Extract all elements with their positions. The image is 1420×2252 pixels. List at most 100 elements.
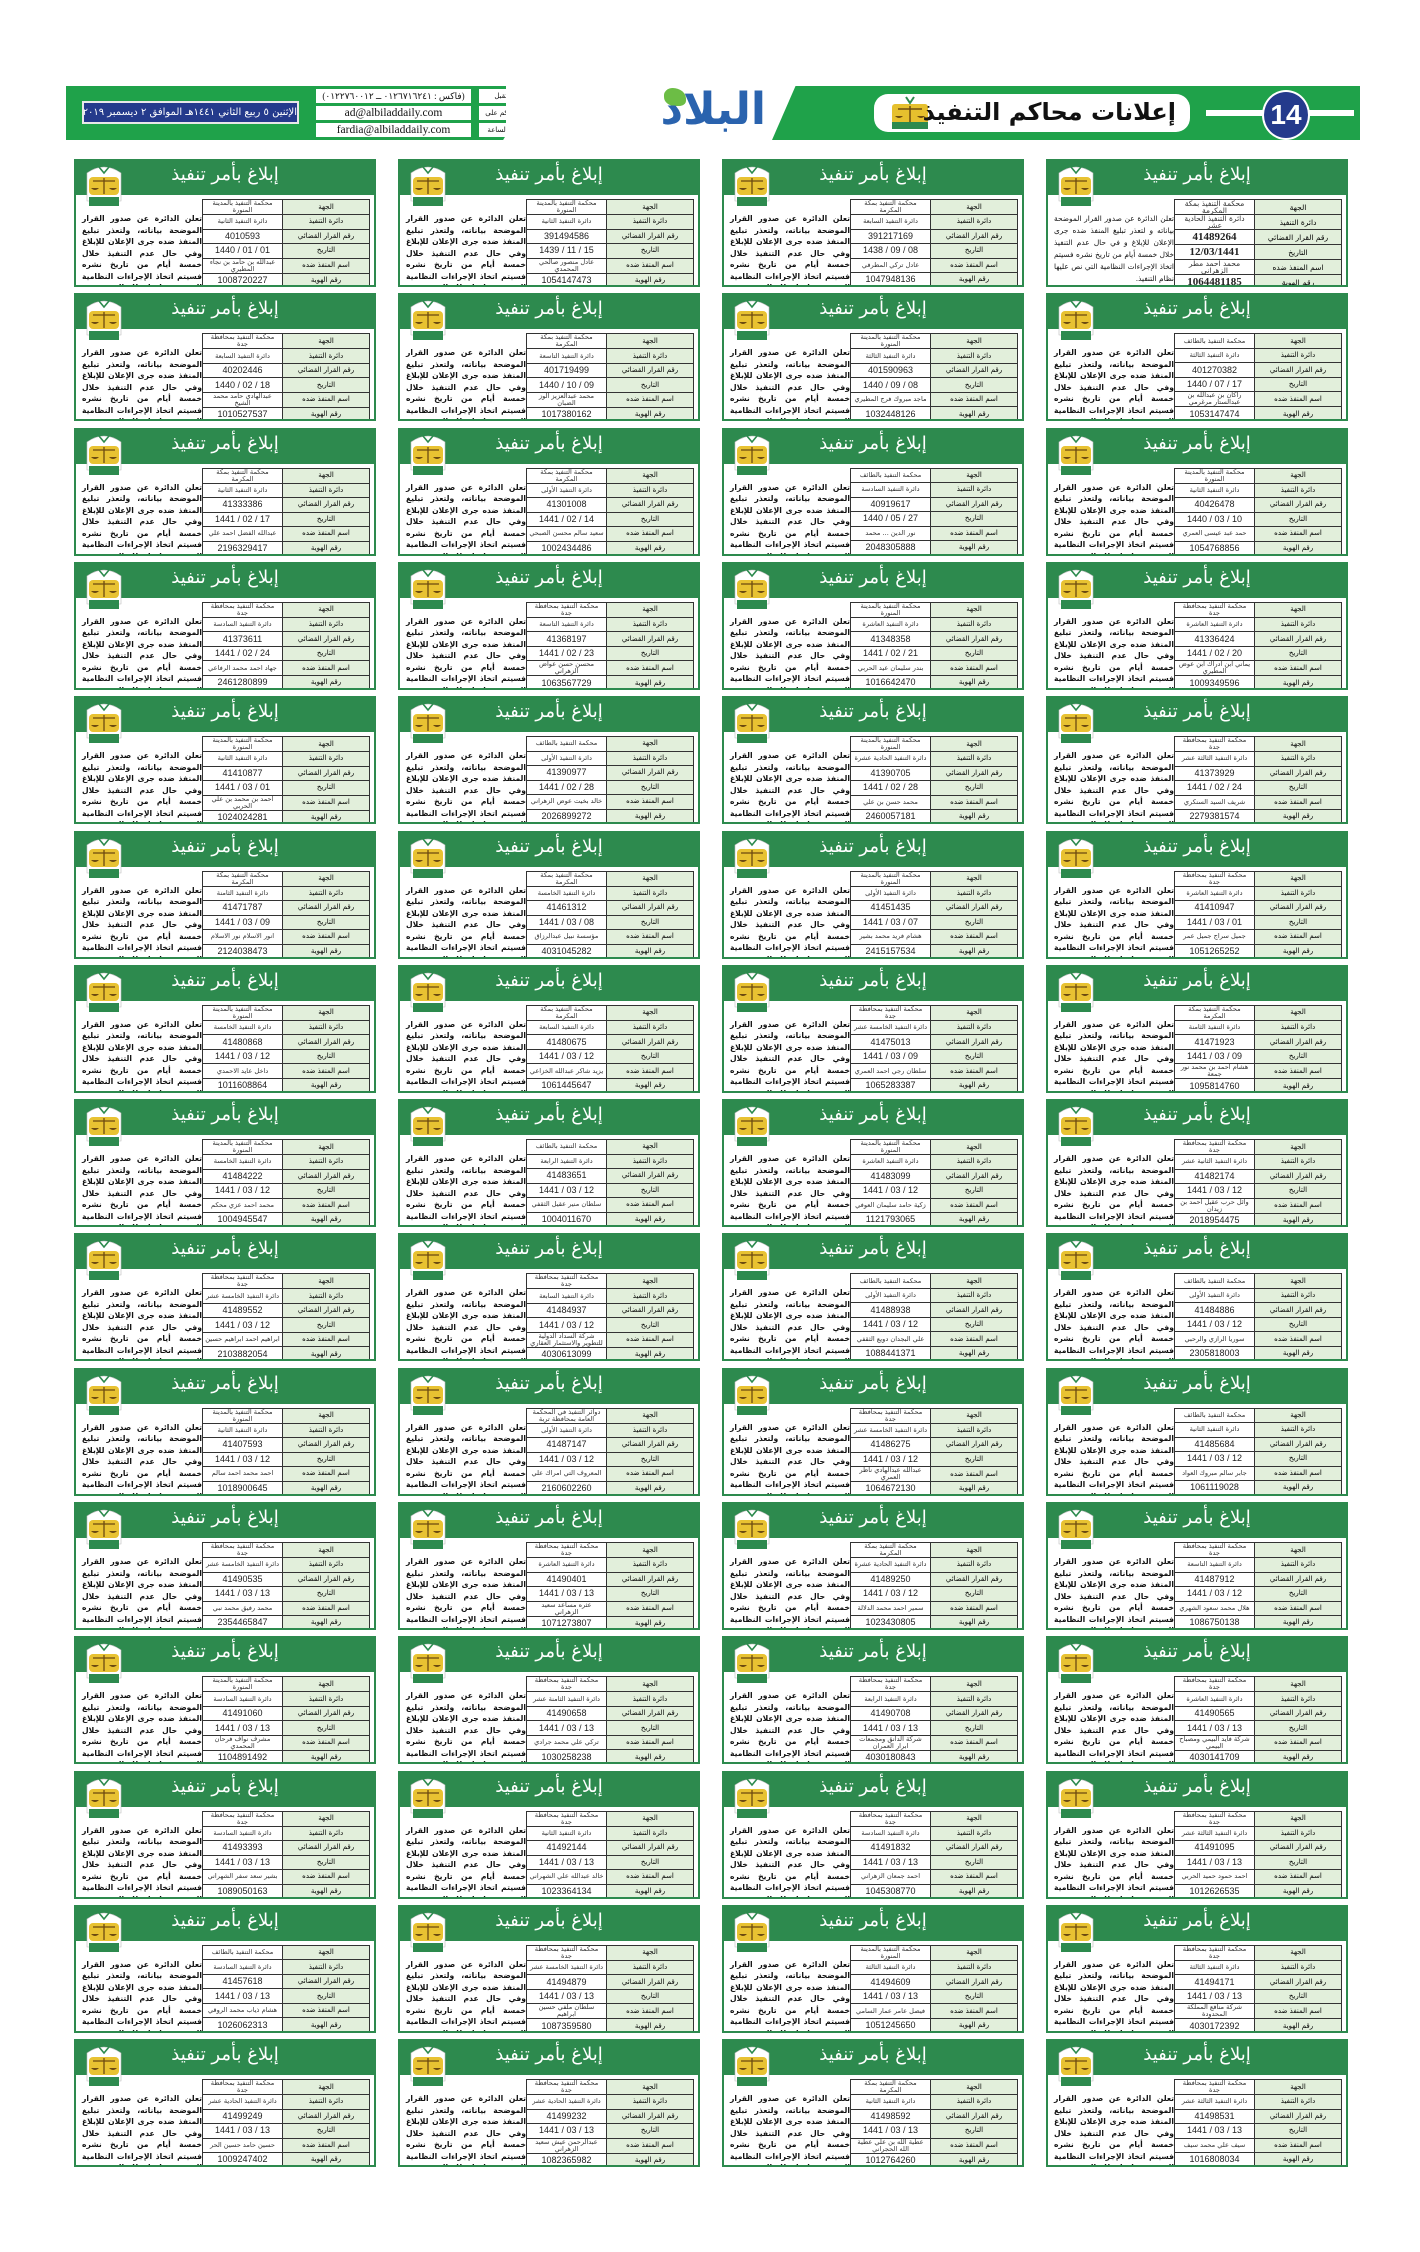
- execution-notice-card: إبلاغ بأمر تنفيذ الجهة محكمة التنفيذ بالطا…: [74, 1904, 376, 2033]
- field-court: محكمة التنفيذ بالمدينة المنورة: [202, 1407, 283, 1424]
- execution-notice-card: إبلاغ بأمر تنفيذ الجهة محكمة التنفيذ بمكة …: [1046, 964, 1348, 1093]
- notice-row: الجهة محكمة التنفيذ بمحافظة جدة: [1174, 2079, 1342, 2096]
- field-label: دائرة التنفيذ: [930, 751, 1018, 767]
- execution-notice-card: إبلاغ بأمر تنفيذ الجهة محكمة التنفيذ بمحاف…: [74, 1502, 376, 1630]
- card-header: إبلاغ بأمر تنفيذ: [724, 1638, 1022, 1673]
- field-name: وائل حرب عقيل احمد بن زيدان: [1174, 1197, 1255, 1214]
- notice-row: دائرة التنفيذ دائرة التنفيذ الحادية عشرة: [850, 751, 1018, 767]
- field-label: الجهة: [1254, 736, 1342, 753]
- field-label: رقم القرار القضائي: [282, 497, 370, 513]
- field-label: الجهة: [1254, 1944, 1342, 1961]
- notice-row: اسم المنفذ ضده فيصل عامر عمار السامي: [850, 2003, 1018, 2019]
- field-label: اسم المنفذ ضده: [1254, 259, 1342, 275]
- notice-row: الجهة محكمة التنفيذ بمحافظة جدة: [202, 1273, 370, 1290]
- card-title: إبلاغ بأمر تنفيذ: [171, 1372, 279, 1394]
- field-label: رقم الهوية: [606, 540, 694, 554]
- contact-email-fardia[interactable]: fardia@albiladdaily.com: [316, 123, 471, 137]
- field-label: الجهة: [1254, 1542, 1342, 1558]
- card-header: إبلاغ بأمر تنفيذ: [76, 698, 374, 733]
- card-title: إبلاغ بأمر تنفيذ: [819, 566, 927, 588]
- card-header: إبلاغ بأمر تنفيذ: [1048, 832, 1346, 867]
- field-id: 1104891492: [202, 1749, 283, 1763]
- card-header: إبلاغ بأمر تنفيذ: [1048, 1638, 1346, 1673]
- field-label: التاريخ: [282, 645, 370, 662]
- notice-text: تعلن الدائرة عن صدور القرار الموضحة بيان…: [730, 2094, 850, 2165]
- notice-text: تعلن الدائرة عن صدور القرار الموضحة بيان…: [82, 885, 202, 957]
- field-label: رقم القرار القضائي: [1254, 362, 1342, 378]
- notice-row: دائرة التنفيذ دائرة التنفيذ العاشرة: [1174, 616, 1342, 633]
- field-decision: 40202446: [202, 362, 283, 379]
- card-header: إبلاغ بأمر تنفيذ: [724, 1235, 1022, 1270]
- field-label: رقم القرار القضائي: [282, 631, 370, 647]
- field-label: دائرة التنفيذ: [282, 1019, 370, 1036]
- card-header: إبلاغ بأمر تنفيذ: [400, 295, 698, 330]
- notice-details-table: الجهة محكمة التنفيذ بالطائف دائرة التنفيذ د…: [526, 1139, 694, 1226]
- notice-row: دائرة التنفيذ دائرة التنفيذ الثانية: [202, 1422, 370, 1439]
- notice-text: تعلن الدائرة عن صدور القرار الموضحة بيان…: [82, 348, 202, 419]
- card-title: إبلاغ بأمر تنفيذ: [1143, 1104, 1251, 1126]
- card-title: إبلاغ بأمر تنفيذ: [819, 701, 927, 723]
- field-label: اسم المنفذ ضده: [606, 1197, 694, 1213]
- field-decision: 41484937: [526, 1302, 607, 1319]
- field-court: دوائر التنفيذ في المحكمة العامة بمحافظة …: [526, 1407, 607, 1424]
- field-dept: دائرة التنفيذ الخامسة عشر: [850, 1019, 931, 1036]
- field-date: 08 / 09 / 1440: [850, 377, 931, 393]
- field-label: دائرة التنفيذ: [282, 482, 370, 499]
- field-label: اسم المنفذ ضده: [1254, 660, 1342, 677]
- field-label: التاريخ: [1254, 1183, 1342, 1199]
- field-date: 09 / 03 / 1441: [1174, 1048, 1255, 1065]
- notice-row: رقم القرار القضائي 41301008: [526, 497, 694, 513]
- field-dept: دائرة التنفيذ السادسة: [202, 616, 283, 633]
- notice-row: اسم المنفذ ضده عادل منصور صالحي المحمدي: [526, 257, 694, 274]
- field-name: نور الدين ... محمد: [850, 525, 931, 542]
- field-date: 13 / 03 / 1441: [202, 2123, 283, 2139]
- field-label: الجهة: [1254, 1810, 1342, 1827]
- notice-row: الجهة محكمة التنفيذ بالطائف: [1174, 333, 1342, 349]
- field-dept: دائرة التنفيذ الخامسة عشر: [526, 1959, 607, 1976]
- field-label: التاريخ: [606, 1451, 694, 1468]
- notice-row: اسم المنفذ ضده محسن حسن عواض الزهراني: [526, 660, 694, 677]
- notice-row: رقم الهوية 2018954475: [1174, 1212, 1342, 1226]
- field-date: 13 / 03 / 1441: [526, 1854, 607, 1871]
- card-title: إبلاغ بأمر تنفيذ: [819, 969, 927, 991]
- field-date: 13 / 03 / 1441: [1174, 2123, 1255, 2139]
- field-id: 4031045282: [526, 943, 607, 957]
- field-label: الجهة: [282, 870, 370, 887]
- notice-row: الجهة محكمة التنفيذ بمكة المكرمة: [1174, 199, 1342, 215]
- field-label: رقم الهوية: [282, 2152, 370, 2166]
- notice-row: اسم المنفذ ضده زكية حامد سليمان العوفي: [850, 1197, 1018, 1214]
- field-label: التاريخ: [930, 645, 1018, 662]
- field-decision: 41410877: [202, 765, 283, 782]
- notice-row: الجهة محكمة التنفيذ بالمدينة المنورة: [202, 1407, 370, 1424]
- field-decision: 41482174: [1174, 1168, 1255, 1185]
- field-label: اسم المنفذ ضده: [282, 257, 370, 274]
- card-title: إبلاغ بأمر تنفيذ: [495, 1775, 603, 1797]
- judiciary-emblem-icon: [734, 703, 770, 744]
- notice-row: الجهة محكمة التنفيذ بالمدينة المنورة: [202, 199, 370, 215]
- judiciary-emblem-icon: [410, 569, 446, 609]
- execution-notice-card: إبلاغ بأمر تنفيذ الجهة دوائر التنفيذ في ال…: [398, 1367, 700, 1496]
- notice-row: دائرة التنفيذ دائرة التنفيذ السادسة: [202, 1959, 370, 1975]
- field-court: محكمة التنفيذ بمكة المكرمة: [850, 199, 931, 215]
- notice-details-table: الجهة محكمة التنفيذ بالمدينة المنورة دائرة…: [850, 601, 1018, 688]
- notice-row: دائرة التنفيذ دائرة التنفيذ الثانية: [1174, 1422, 1342, 1438]
- notice-row: الجهة محكمة التنفيذ بمحافظة جدة: [202, 601, 370, 618]
- notice-row: رقم القرار القضائي 41480675: [526, 1034, 694, 1050]
- field-court: محكمة التنفيذ بمحافظة جدة: [526, 1542, 607, 1558]
- ad-contacts: (فاكس : ٠١٢٦٧١٦٢٤١ ــ ٠١٢٢٧٦٠٠١٢) نستقبل…: [316, 89, 531, 137]
- field-label: اسم المنفذ ضده: [606, 1466, 694, 1482]
- field-label: الجهة: [930, 333, 1018, 350]
- field-name: جميل سراج جميل عمر: [1174, 929, 1255, 945]
- card-title: إبلاغ بأمر تنفيذ: [819, 1238, 927, 1260]
- notice-row: اسم المنفذ ضده وائل حرب عقيل احمد بن زيدا…: [1174, 1197, 1342, 1214]
- field-label: رقم القرار القضائي: [930, 2108, 1018, 2125]
- contact-email-ad[interactable]: ad@albiladdaily.com: [316, 106, 471, 120]
- field-dept: دائرة التنفيذ الثانية: [1174, 482, 1255, 499]
- field-date: 12 / 03 / 1441: [1174, 1586, 1255, 1602]
- field-id: 1023364134: [526, 1883, 607, 1897]
- field-label: رقم الهوية: [1254, 406, 1342, 420]
- notice-details-table: الجهة محكمة التنفيذ بمحافظة جدة دائرة التن…: [1174, 601, 1342, 688]
- notice-row: الجهة محكمة التنفيذ بالمدينة المنورة: [850, 736, 1018, 753]
- field-label: رقم القرار القضائي: [606, 1974, 694, 1990]
- field-court: محكمة التنفيذ بمكة المكرمة: [202, 870, 283, 887]
